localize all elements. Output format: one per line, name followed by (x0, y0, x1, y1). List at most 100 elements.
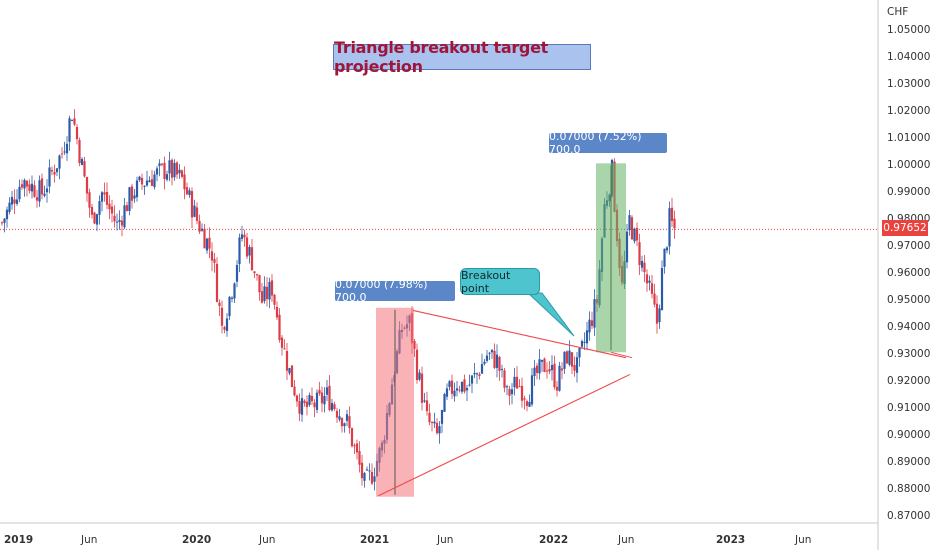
candle (518, 379, 521, 388)
candle-body (590, 320, 594, 327)
candle (15, 189, 19, 206)
candle-body (668, 208, 671, 247)
candle-body (63, 151, 66, 153)
candle (303, 399, 306, 407)
triangle-upper-trendline[interactable] (412, 309, 627, 359)
candle (23, 178, 26, 197)
candle (253, 271, 256, 278)
candle-body (640, 260, 644, 268)
candle-body (38, 180, 41, 202)
candle-body (215, 263, 219, 302)
candle (440, 409, 444, 433)
candle-body (650, 283, 654, 294)
candle-body (430, 422, 434, 424)
candle (158, 159, 161, 177)
candle (145, 170, 149, 187)
candle (478, 372, 481, 380)
candle-body (233, 283, 236, 299)
candle-body (3, 218, 6, 223)
candle (670, 197, 674, 227)
candle-body (653, 293, 656, 305)
candle-body (70, 120, 74, 122)
candle-body (645, 274, 649, 284)
candle-body (450, 380, 454, 394)
candle (10, 190, 14, 210)
candle (153, 170, 156, 190)
time-tick-label: 2020 (182, 534, 212, 546)
price-tick-label: 0.95000 (887, 294, 931, 306)
candle-body (208, 237, 211, 249)
price-tick-label: 1.01000 (887, 132, 931, 144)
candle (538, 348, 541, 380)
candle-body (583, 341, 586, 343)
candle-body (413, 341, 416, 349)
candle-body (340, 418, 344, 427)
candle-body (328, 385, 331, 410)
candle (360, 454, 364, 486)
candle-body (188, 190, 191, 196)
candle-body (20, 184, 24, 188)
candle (215, 257, 219, 303)
candle-body (663, 248, 666, 267)
price-tick-label: 0.88000 (887, 483, 931, 495)
candle (118, 210, 121, 230)
candle (668, 201, 671, 255)
candle-body (345, 414, 349, 421)
candle-body (18, 186, 21, 200)
candle-body (655, 303, 659, 324)
candle-body (48, 167, 51, 187)
candle-body (505, 386, 509, 388)
candle (425, 391, 429, 416)
candle-body (108, 203, 111, 210)
candle-body (205, 238, 209, 251)
time-tick-label: Jun (618, 534, 635, 546)
candle (480, 353, 484, 374)
candle (178, 164, 181, 179)
candle (370, 463, 374, 486)
candle (338, 408, 341, 422)
candle-body (475, 373, 479, 375)
candle (305, 395, 309, 416)
candle (278, 308, 281, 343)
candle-body (258, 275, 261, 293)
candle-body (8, 202, 11, 213)
triangle-lower-trendline[interactable] (377, 373, 631, 497)
candle-body (203, 228, 206, 249)
candle-body (98, 201, 101, 215)
candle-body (53, 171, 56, 175)
candle (225, 313, 229, 337)
candle (113, 205, 116, 228)
candle (520, 377, 524, 408)
chart-title[interactable]: Triangle breakout target projection (333, 38, 591, 76)
candle-body (123, 205, 126, 228)
candle (420, 366, 424, 411)
candle-body (138, 176, 141, 181)
candle (535, 363, 539, 380)
candle-body (213, 259, 216, 263)
candle (473, 363, 476, 379)
candle (450, 374, 454, 400)
candle-body (335, 410, 339, 418)
candle (148, 176, 151, 183)
candle (650, 274, 654, 299)
candle-body (305, 401, 309, 408)
candle-body (140, 178, 144, 185)
candle (583, 332, 586, 350)
candle-body (593, 299, 596, 328)
candle-body (245, 237, 249, 257)
candle-body (658, 308, 661, 323)
candle-body (360, 462, 364, 479)
time-tick-label: 2022 (539, 534, 569, 546)
candle (443, 392, 446, 412)
candle (185, 182, 189, 196)
candle-body (85, 176, 89, 194)
candle-body (185, 187, 189, 195)
candle (13, 189, 16, 215)
measure-label-2[interactable]: 0.07000 (7.52%) 700.0 (549, 130, 667, 156)
measure-label-1[interactable]: 0.07000 (7.98%) 700.0 (335, 278, 455, 304)
candle-body (350, 428, 354, 447)
candle-body (43, 193, 46, 196)
price-tick-label: 0.89000 (887, 456, 931, 468)
breakout-callout[interactable]: Breakout point (460, 268, 540, 295)
